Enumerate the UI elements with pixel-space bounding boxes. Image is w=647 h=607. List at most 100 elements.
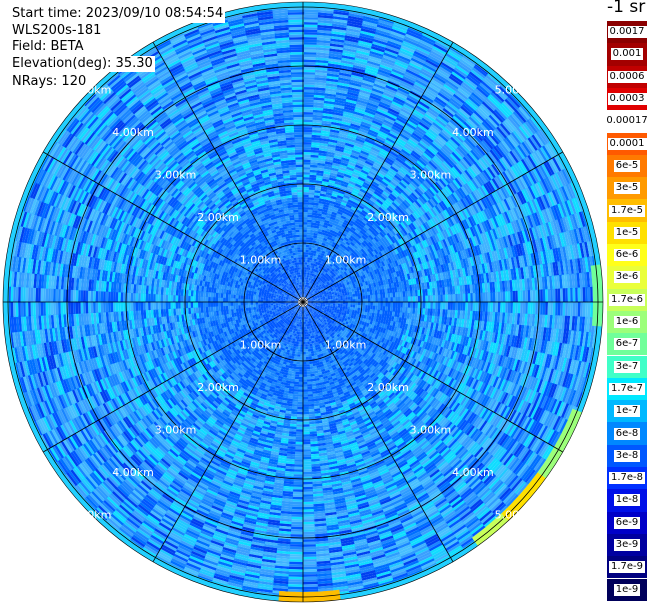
radar-cell <box>309 361 313 365</box>
radar-cell <box>215 297 219 302</box>
radar-cell <box>200 296 204 302</box>
radar-cell <box>200 306 204 313</box>
radar-cell <box>364 308 368 313</box>
radar-cell <box>263 303 266 307</box>
radar-cell <box>387 297 391 303</box>
radar-cell <box>362 292 366 296</box>
radar-cell <box>306 366 311 370</box>
radar-cell <box>357 296 361 300</box>
radar-cell <box>298 341 301 345</box>
radar-cell <box>306 234 311 238</box>
radar-cell <box>306 369 311 372</box>
radar-cell <box>245 307 249 311</box>
radar-cell <box>293 255 297 258</box>
radar-cell <box>303 232 307 235</box>
radar-cell <box>293 386 299 390</box>
radar-cell <box>362 305 366 309</box>
radar-cell <box>367 308 371 313</box>
radar-cell <box>294 374 300 377</box>
radar-cell <box>309 234 314 238</box>
radar-cell <box>294 219 300 223</box>
radar-cell <box>295 369 300 372</box>
radar-cell <box>292 234 297 238</box>
radar-cell <box>200 290 204 297</box>
radar-cell <box>307 384 312 387</box>
radar-cell <box>235 308 239 313</box>
radar-cell <box>208 291 211 298</box>
radar-cell <box>306 227 312 230</box>
radar-cell <box>295 227 300 230</box>
radar-cell <box>297 354 301 357</box>
radar-cell <box>369 291 373 296</box>
radar-cell <box>210 306 214 312</box>
radar-cell <box>357 302 361 306</box>
radar-cell <box>238 305 241 309</box>
radar-cell <box>230 290 234 295</box>
radar-cell <box>303 224 308 228</box>
radar-cell <box>298 217 304 220</box>
radar-cell <box>223 305 226 311</box>
radar-cell <box>303 294 304 297</box>
radar-cell <box>203 301 206 308</box>
radar-cell <box>215 292 219 298</box>
radar-cell <box>291 227 296 231</box>
radar-cell <box>297 391 303 395</box>
radar-cell <box>354 293 358 297</box>
radar-cell <box>387 292 391 298</box>
radar-cell <box>309 239 313 243</box>
radar-cell <box>220 297 224 302</box>
radar-cell <box>304 336 307 340</box>
radar-cell <box>205 306 209 313</box>
radar-cell <box>305 247 309 250</box>
radar-cell <box>305 249 309 253</box>
radar-cell <box>273 303 276 306</box>
radar-cell <box>294 381 299 385</box>
radar-cell <box>304 341 308 345</box>
radar-cell <box>380 302 383 307</box>
radar-cell <box>307 401 314 405</box>
radar-cell <box>297 394 303 397</box>
radar-cell <box>308 199 315 203</box>
radar-cell <box>220 305 224 311</box>
radar-cell <box>399 307 403 313</box>
radar-cell <box>307 222 312 225</box>
radar-cell <box>330 298 333 301</box>
radar-cell <box>255 299 259 302</box>
radar-cell <box>390 292 393 298</box>
radar-cell <box>293 391 299 395</box>
radar-cell <box>404 291 408 297</box>
radar-cell <box>307 394 313 397</box>
radar-cell <box>298 384 303 387</box>
radar-cell <box>392 306 396 312</box>
radar-cell <box>270 303 274 306</box>
radar-cell <box>233 305 236 310</box>
radar-cell <box>375 305 378 311</box>
radar-cell <box>299 364 303 367</box>
radar-cell <box>240 298 244 302</box>
radar-cell <box>238 308 242 313</box>
radar-cell <box>385 293 388 298</box>
radar-cell <box>296 361 300 365</box>
radar-cell <box>400 296 403 303</box>
radar-cell <box>253 296 256 300</box>
radar-cell <box>355 302 358 306</box>
radar-cell <box>304 329 307 332</box>
radar-cell <box>370 294 373 299</box>
radar-cell <box>342 304 346 307</box>
radar-cell <box>230 294 234 299</box>
radar-cell <box>233 290 237 295</box>
radar-cell <box>362 302 366 306</box>
radar-cell <box>208 306 211 312</box>
radar-cell <box>299 366 303 370</box>
radar-cell <box>294 224 300 228</box>
radar-cell <box>367 291 371 296</box>
radar-cell <box>325 299 328 301</box>
radar-cell <box>355 296 358 300</box>
radar-cell <box>395 306 398 313</box>
radar-cell <box>297 202 304 205</box>
radar-cell <box>369 309 373 314</box>
radar-cell <box>299 354 303 357</box>
radar-cell <box>405 296 408 303</box>
radar-cell <box>350 302 353 305</box>
radar-cell <box>238 298 241 302</box>
